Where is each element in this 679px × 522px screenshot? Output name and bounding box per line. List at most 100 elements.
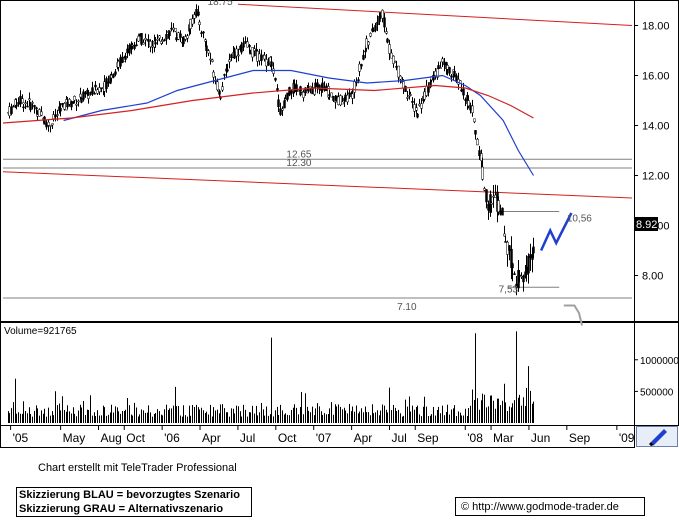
candle-body <box>204 39 207 42</box>
candle-body <box>522 276 525 283</box>
x-axis-frame <box>0 425 635 448</box>
price-annotation: 18.75 <box>208 0 233 8</box>
candle-body <box>77 100 80 103</box>
candle-body <box>56 114 59 116</box>
candle-body <box>511 263 514 269</box>
x-tick-label: Mar <box>493 431 514 445</box>
candle-body <box>154 42 157 45</box>
candle-body <box>473 118 476 123</box>
candle-body <box>112 73 115 78</box>
scenario-legend: Skizzierung BLAU = bevorzugtes Szenario … <box>16 487 252 517</box>
candle-body <box>93 92 96 95</box>
candle-body <box>446 65 449 70</box>
candle-body <box>175 37 178 41</box>
candle-body <box>184 36 187 40</box>
candle-body <box>379 15 382 18</box>
candle-body <box>478 150 481 156</box>
candle-body <box>212 71 215 78</box>
candle-body <box>411 100 414 103</box>
candle-body <box>240 46 243 53</box>
candle-body <box>142 42 145 45</box>
candle-body <box>158 35 161 39</box>
candle-body <box>427 85 430 93</box>
candle-body <box>520 275 523 278</box>
x-tick-label: Oct <box>126 431 145 445</box>
candle-body <box>256 50 259 62</box>
chart-credit: Chart erstellt mit TeleTrader Profession… <box>38 462 237 474</box>
candle-body <box>351 93 354 99</box>
candle-body <box>10 106 13 114</box>
current-price-label: 8.92 <box>636 219 657 231</box>
price-tick-label: 8.00 <box>642 271 663 283</box>
candle-body <box>367 41 370 46</box>
x-tick-label: Apr <box>354 431 373 445</box>
candle-body <box>420 103 423 109</box>
candle-body <box>114 71 117 75</box>
candle-body <box>318 84 321 90</box>
candle-body <box>128 45 131 54</box>
candle-body <box>182 37 185 45</box>
candle-body <box>242 42 245 48</box>
volume-tick-label: 500000 <box>640 387 674 398</box>
price-annotation: 10,56 <box>567 214 592 225</box>
candle-body <box>300 90 303 93</box>
candle-body <box>156 39 159 41</box>
candle-body <box>174 28 177 32</box>
x-tick-label: Sep <box>417 431 439 445</box>
candle-body <box>439 67 442 69</box>
candle-body <box>26 105 29 108</box>
candle-body <box>198 21 201 25</box>
candle-body <box>416 113 419 118</box>
candle-body <box>263 54 266 60</box>
candle-body <box>87 95 90 99</box>
candle-body <box>314 82 317 87</box>
candle-body <box>450 75 453 78</box>
candle-body <box>499 210 502 215</box>
candle-body <box>316 82 319 88</box>
candle-body <box>186 35 189 39</box>
candle-body <box>503 233 506 237</box>
candle-body <box>460 89 463 92</box>
candle-body <box>211 59 214 62</box>
candle-body <box>248 45 251 48</box>
candle-body <box>138 33 141 37</box>
candle-body <box>96 89 99 94</box>
candle-body <box>532 246 535 254</box>
drawing-tool-button[interactable] <box>636 426 678 447</box>
candle-body <box>68 99 71 105</box>
candle-body <box>19 96 22 105</box>
copyright-link[interactable]: © http://www.godmode-trader.de <box>455 497 645 516</box>
candle-body <box>89 91 92 95</box>
candle-body <box>462 88 465 96</box>
candle-body <box>369 33 372 37</box>
candle-body <box>497 200 500 213</box>
candle-body <box>399 75 402 80</box>
candle-body <box>455 75 458 82</box>
candle-body <box>36 114 39 117</box>
candle-body <box>487 203 490 211</box>
candle-body <box>494 194 497 198</box>
candle-body <box>346 94 349 103</box>
legend-blue-text: Skizzierung BLAU = bevorzugtes Szenario <box>19 489 240 501</box>
candle-body <box>35 107 38 110</box>
candle-body <box>485 189 488 203</box>
candle-body <box>43 116 46 125</box>
candle-body <box>31 102 34 104</box>
candle-body <box>508 245 511 251</box>
candle-body <box>471 105 474 113</box>
price-annotation: 7,53 <box>499 284 519 295</box>
candle-body <box>295 84 298 92</box>
candle-body <box>233 51 236 59</box>
candle-body <box>28 98 31 101</box>
price-tick-label: 18.00 <box>642 21 670 33</box>
candle-body <box>21 98 24 103</box>
candle-body <box>209 58 212 61</box>
candle-body <box>195 8 198 17</box>
candle-body <box>418 103 421 106</box>
candle-body <box>218 90 221 95</box>
candle-body <box>124 55 127 60</box>
candle-body <box>45 123 48 128</box>
candle-body <box>260 54 263 61</box>
x-tick-label: '08 <box>467 431 483 445</box>
candle-body <box>525 266 528 275</box>
